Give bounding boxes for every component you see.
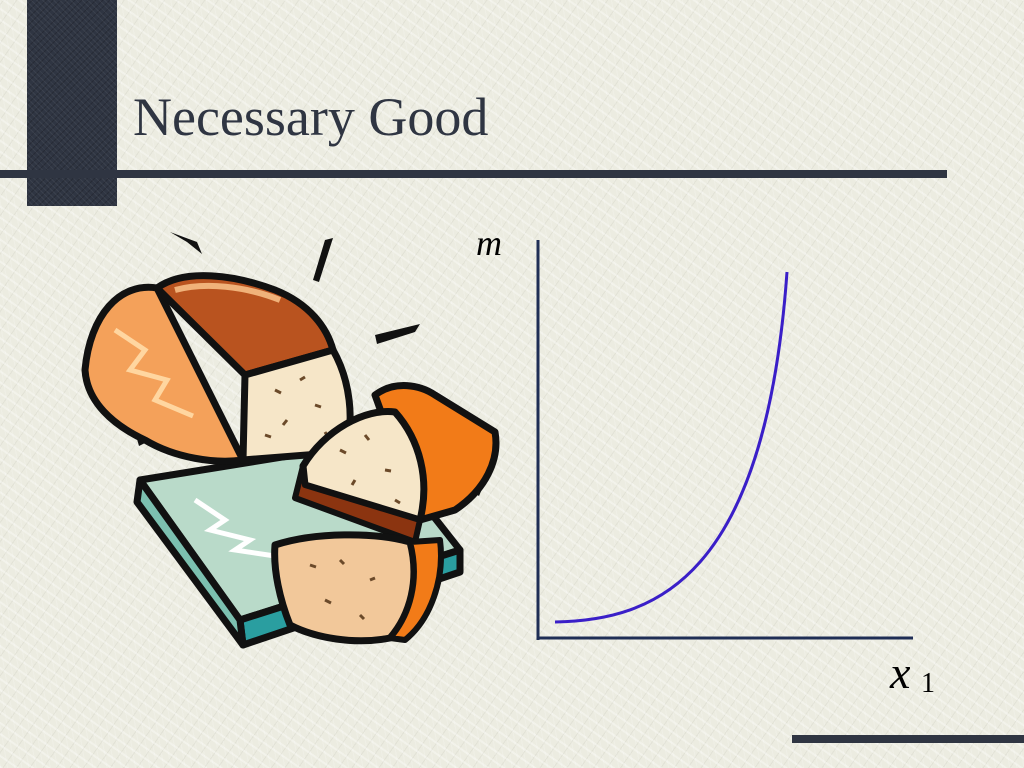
demand-curve [554,271,789,624]
x-axis-label-subscript: 1 [921,668,935,699]
y-axis-label: m [476,223,502,263]
footer-rule [792,735,1024,743]
engel-curve-graph [536,240,913,640]
x-axis-label: x [890,647,911,698]
title-underline-rule [0,170,947,178]
bread-illustration [81,232,500,649]
slide-title: Necessary Good [133,87,489,147]
